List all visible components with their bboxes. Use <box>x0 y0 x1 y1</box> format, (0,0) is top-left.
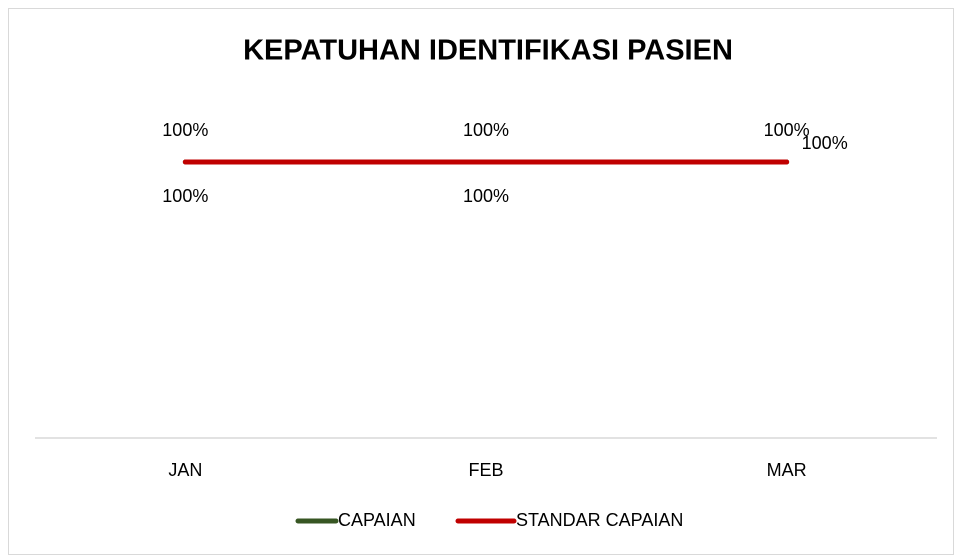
data-label: 100% <box>162 186 208 206</box>
data-label: 100% <box>802 133 848 153</box>
legend-label: STANDAR CAPAIAN <box>516 510 683 530</box>
chart-title: KEPATUHAN IDENTIFIKASI PASIEN <box>243 35 733 67</box>
x-tick-label: MAR <box>767 460 807 480</box>
data-label: 100% <box>162 120 208 140</box>
x-tick-label: FEB <box>468 460 503 480</box>
chart-border <box>8 8 954 555</box>
x-tick-label: JAN <box>168 460 202 480</box>
legend-label: CAPAIAN <box>338 510 416 530</box>
data-label: 100% <box>463 120 509 140</box>
data-label: 100% <box>463 186 509 206</box>
data-label: 100% <box>764 120 810 140</box>
